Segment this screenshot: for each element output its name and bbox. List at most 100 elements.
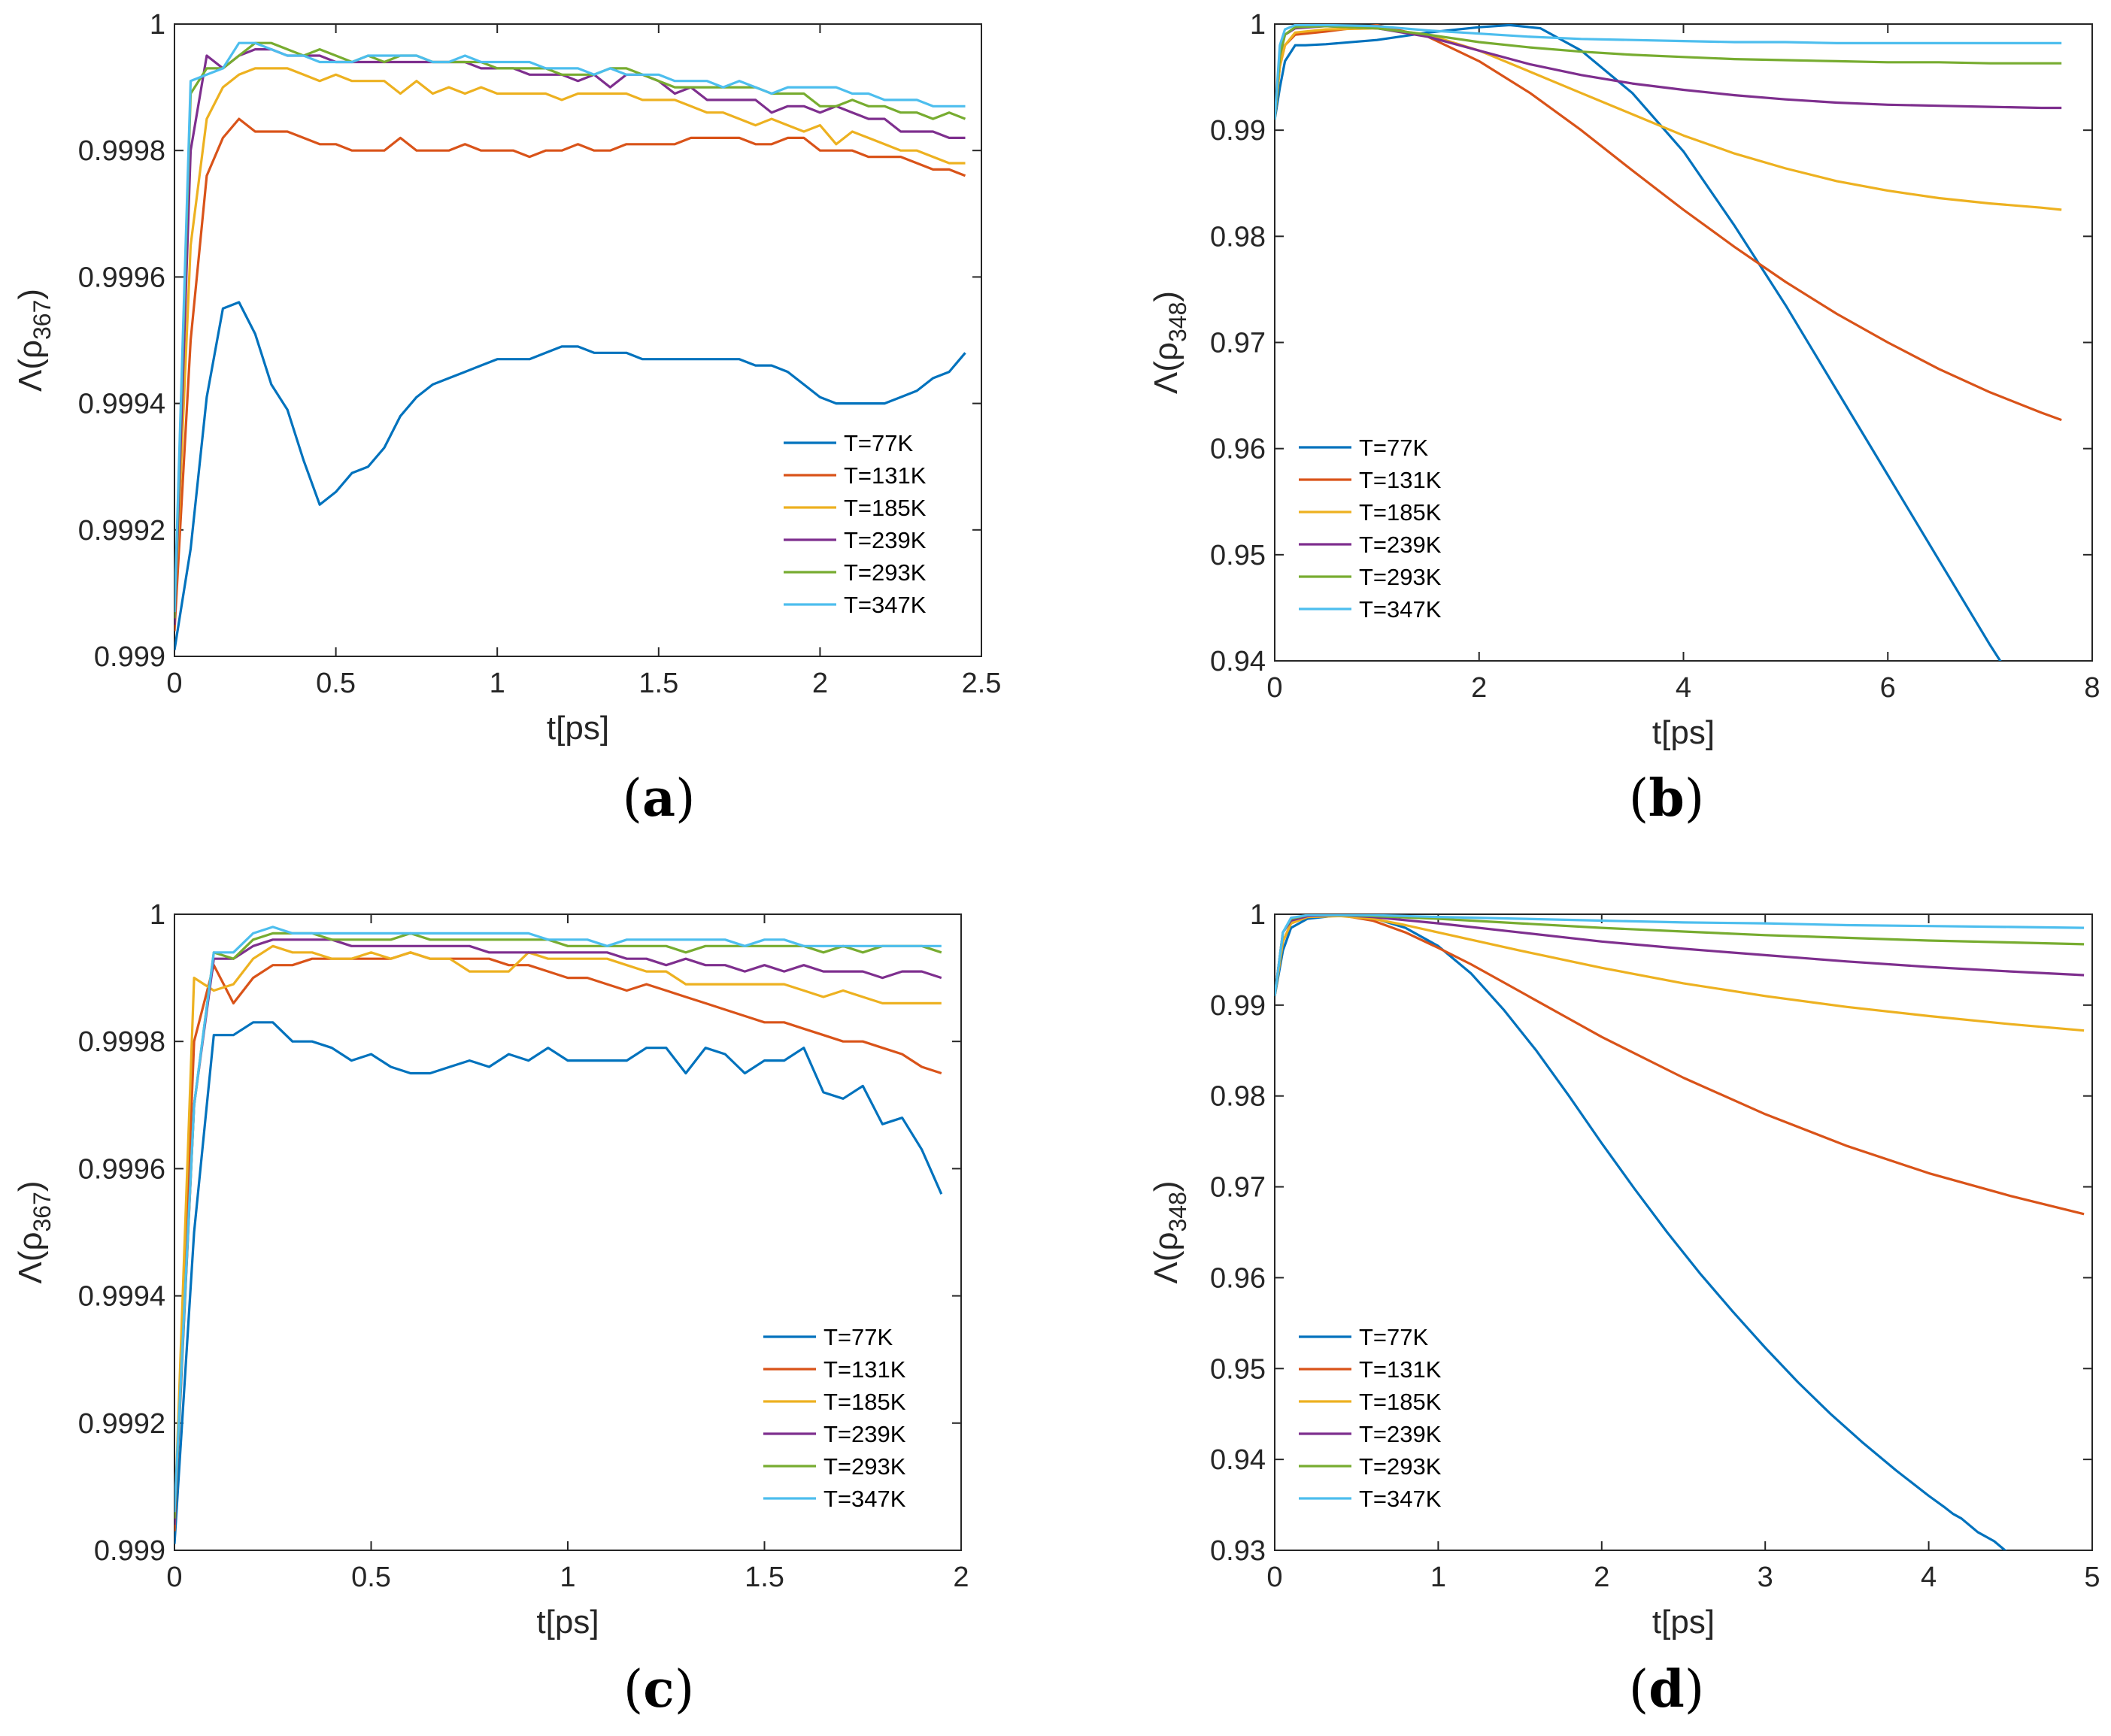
panel-c-series-t77k [174, 1021, 943, 1544]
panel-a-legend-entry: T=239K [844, 527, 927, 553]
panel-c-legend-entry: T=77K [823, 1324, 893, 1350]
panel-c-xtick-label: 1.5 [745, 1562, 784, 1593]
panel-b-xlabel: t[ps] [1652, 714, 1715, 751]
panel-d-legend: T=77K T=131K T=185K T=239K T=293K T=347K [1290, 1320, 1482, 1528]
panel-d-legend-box [1290, 1320, 1482, 1528]
panel-c-legend-entry: T=185K [823, 1389, 906, 1415]
panel-a-series-t293k [174, 41, 966, 619]
panel-d-legend-entry: T=293K [1359, 1453, 1442, 1480]
panel-c-series-t239k [174, 938, 942, 1525]
panel-b-xtick-label: 4 [1676, 672, 1691, 704]
panel-b: 0 2 4 6 8 0.94 0.95 0.96 0.97 0.98 0.99 1 t[ps] Λ(ρ34… [1148, 9, 2100, 829]
panel-a-ytick-label: 0.999 [94, 641, 165, 673]
panel-d-ytick-label: 0.95 [1210, 1353, 1266, 1385]
panel-c-xlabel: t[ps] [536, 1604, 599, 1641]
panel-b-legend: T=77K T=131K T=185K T=239K T=293K T=347K [1290, 431, 1482, 638]
panel-b-legend-entry: T=239K [1359, 532, 1442, 558]
panel-d: 0 1 2 3 4 5 0.93 0.94 0.95 0.96 0.97 0.98 0.99 1 t[ps]… [1148, 899, 2100, 1719]
panel-b-legend-box [1290, 431, 1482, 638]
panel-c: 0 0.5 1 1.5 2 0.999 0.9992 0.9994 0.9996 0.9998 1 t… [12, 899, 969, 1719]
panel-b-xtick-label: 6 [1880, 672, 1896, 704]
panel-a-series-t185k [174, 67, 966, 619]
panel-c-series-group [174, 926, 943, 1544]
panel-c-ylabel: Λ(ρ367) [12, 1180, 56, 1283]
panel-a-ylabel: Λ(ρ367) [12, 289, 56, 392]
panel-d-xtick-label: 0 [1266, 1562, 1282, 1593]
panel-b-series-t293k [1275, 25, 2062, 120]
panel-b-ytick-label: 0.94 [1210, 646, 1266, 677]
panel-b-series-t185k [1275, 26, 2062, 211]
panel-a-series-t347k [174, 41, 966, 613]
panel-b-xtick-label: 2 [1471, 672, 1487, 704]
panel-a-label: (a) [622, 768, 695, 829]
panel-c-xtick-label: 0.5 [351, 1562, 391, 1593]
panel-b-ytick-label: 0.99 [1210, 115, 1266, 147]
panel-c-legend-entry: T=131K [823, 1356, 906, 1383]
panel-d-legend-entry: T=347K [1359, 1486, 1442, 1512]
panel-d-series-t347k [1275, 914, 2085, 997]
panel-c-ytick-label: 0.9992 [78, 1408, 165, 1440]
panel-d-label: (d) [1629, 1659, 1705, 1719]
panel-d-xtick-label: 2 [1594, 1562, 1609, 1593]
panel-d-ytick-label: 0.93 [1210, 1535, 1266, 1567]
panel-d-ytick-label: 0.96 [1210, 1262, 1266, 1294]
panel-c-ytick-label: 1 [150, 899, 165, 931]
panel-a-series-t131k [174, 117, 966, 632]
panel-a-xtick-label: 0.5 [316, 668, 356, 699]
panel-d-series-t131k [1275, 914, 2085, 1216]
panel-a-ytick-label: 0.9994 [78, 389, 165, 420]
panel-d-series-group [1275, 914, 2085, 1550]
panel-c-ytick-label: 0.9994 [78, 1281, 165, 1313]
panel-a-legend-entry: T=131K [844, 462, 927, 489]
panel-a-legend: T=77K T=131K T=185K T=239K T=293K T=347K [775, 426, 966, 634]
panel-a-ytick-label: 1 [150, 9, 165, 41]
panel-b-series-group [1275, 24, 2062, 661]
panel-a-legend-entry: T=77K [844, 430, 914, 456]
panel-a-xtick-label: 2 [812, 668, 828, 699]
panel-b-legend-entry: T=185K [1359, 499, 1442, 526]
panel-a-series-t77k [174, 301, 966, 650]
panel-c-series-t131k [174, 951, 942, 1531]
panel-a-xtick-label: 1 [490, 668, 505, 699]
panel-d-ylabel: Λ(ρ348) [1148, 1180, 1191, 1283]
panel-c-xtick-label: 2 [953, 1562, 969, 1593]
panel-a-axes-box [174, 23, 982, 657]
panel-c-legend: T=77K T=131K T=185K T=239K T=293K T=347K [754, 1320, 946, 1528]
panel-d-series-t77k [1275, 914, 2007, 1550]
panel-a-legend-box [775, 426, 966, 634]
panel-a-xtick-label: 0 [166, 668, 182, 699]
panel-b-series-t131k [1275, 24, 2062, 422]
panel-d-series-t185k [1275, 914, 2085, 1032]
panel-b-ylabel: Λ(ρ348) [1148, 291, 1191, 394]
panel-a-ytick-label: 0.9998 [78, 135, 165, 167]
panel-a-legend-entry: T=185K [844, 495, 927, 521]
panel-d-xtick-label: 3 [1758, 1562, 1773, 1593]
panel-a-ytick-label: 0.9992 [78, 515, 165, 547]
panel-b-ytick-label: 0.96 [1210, 434, 1266, 465]
panel-d-ytick-label: 0.99 [1210, 990, 1266, 1022]
panel-b-series-t77k [1275, 24, 2002, 661]
panel-b-ytick-label: 0.97 [1210, 328, 1266, 359]
panel-b-label: (b) [1629, 768, 1705, 829]
panel-a-xtick-label: 2.5 [962, 668, 1002, 699]
panel-d-series-t239k [1275, 914, 2085, 997]
panel-c-legend-entry: T=347K [823, 1486, 906, 1512]
panel-c-ytick-label: 0.9998 [78, 1026, 165, 1058]
panel-c-ytick-label: 0.999 [94, 1535, 165, 1567]
panel-a-xlabel: t[ps] [547, 710, 609, 747]
panel-c-legend-box [754, 1320, 946, 1528]
panel-d-axes-box [1274, 913, 2093, 1551]
panel-b-series-t347k [1275, 24, 2062, 120]
panel-c-legend-entry: T=293K [823, 1453, 906, 1480]
panel-d-ytick-label: 0.94 [1210, 1444, 1266, 1476]
panel-c-series-t185k [174, 944, 942, 1525]
panel-d-xtick-label: 5 [2084, 1562, 2100, 1593]
panel-b-ytick-label: 0.95 [1210, 540, 1266, 571]
panel-d-xtick-label: 1 [1430, 1562, 1446, 1593]
panel-d-ytick-label: 0.97 [1210, 1172, 1266, 1204]
panel-d-ytick-label: 1 [1250, 899, 1266, 931]
panel-c-ytick-label: 0.9996 [78, 1153, 165, 1185]
panel-b-legend-entry: T=131K [1359, 467, 1442, 493]
panel-b-xtick-label: 0 [1266, 672, 1282, 704]
